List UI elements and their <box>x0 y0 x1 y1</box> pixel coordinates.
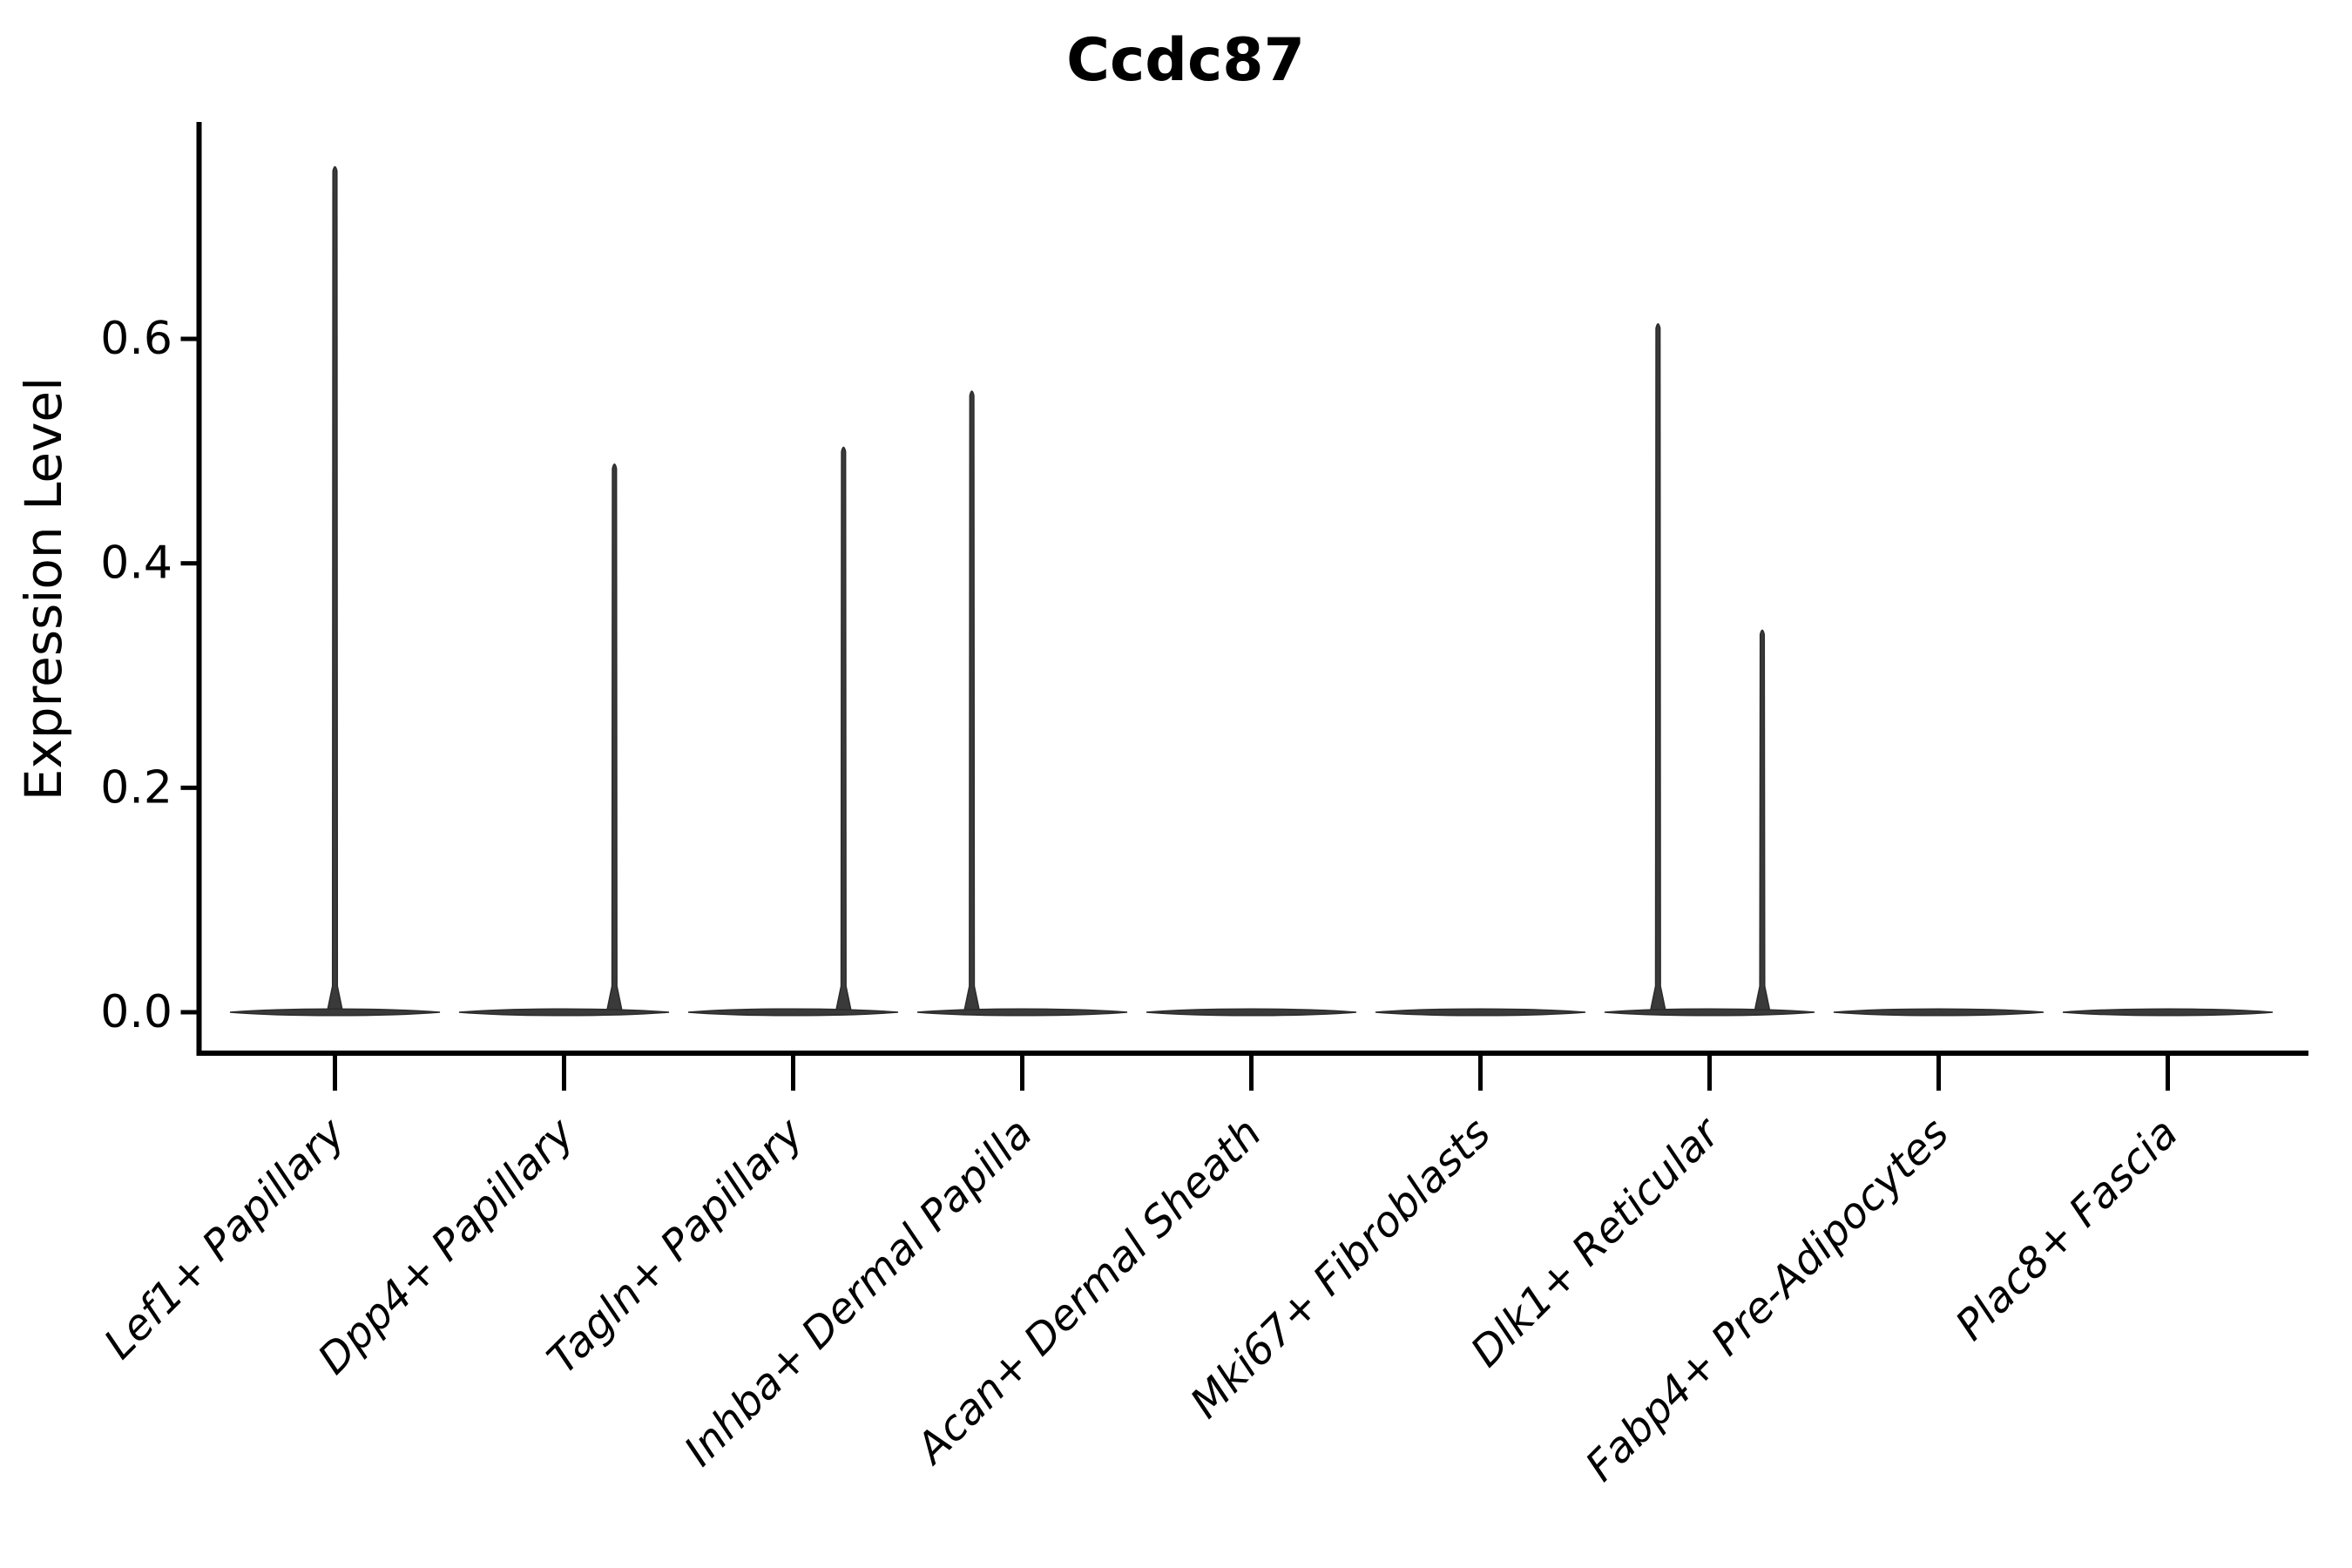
x-tick-mark-2 <box>791 1056 795 1091</box>
y-tick-label-3: 0.6 <box>100 313 172 365</box>
y-tick-mark-1 <box>180 785 197 790</box>
y-tick-mark-2 <box>180 561 197 566</box>
x-tick-mark-3 <box>1020 1056 1024 1091</box>
violin-7 <box>1604 322 1815 1017</box>
violin-3-spike-1 <box>835 446 853 1013</box>
x-axis-spine <box>196 1051 2308 1056</box>
y-tick-mark-0 <box>180 1010 197 1015</box>
y-tick-label-0: 0.0 <box>100 986 172 1038</box>
violin-1 <box>229 166 441 1017</box>
violin-4 <box>916 390 1128 1017</box>
axes-layer <box>196 122 2308 1056</box>
x-tick-label-1: Dpp4+ Papillary <box>308 1108 584 1383</box>
violin-6-body <box>1375 1008 1586 1017</box>
x-tick-label-2: Tagln+ Papillary <box>538 1108 814 1383</box>
violin-4-body <box>916 1008 1128 1017</box>
violin-3-body <box>687 1008 899 1017</box>
y-axis-label: Expression Level <box>14 377 73 801</box>
violin-9 <box>2062 1008 2274 1017</box>
violin-6 <box>1375 1008 1586 1017</box>
x-tick-label-6: Dlk1+ Reticular <box>1462 1107 1732 1377</box>
y-axis-spine <box>196 122 202 1056</box>
x-tick-label-8: Plac8+ Fascia <box>1946 1109 2187 1350</box>
x-tick-mark-6 <box>1707 1056 1712 1091</box>
x-tick-label-7: Fabp4+ Pre-Adipocytes <box>1576 1109 1958 1491</box>
violin-7-body <box>1604 1008 1815 1017</box>
violin-8-body <box>1833 1008 2044 1017</box>
violin-4-spike-1 <box>963 390 981 1013</box>
violin-5-body <box>1146 1008 1357 1017</box>
violin-2-body <box>458 1008 670 1017</box>
violin-5 <box>1146 1008 1357 1017</box>
violin-7-spike-1 <box>1649 322 1667 1013</box>
x-tick-mark-8 <box>2166 1056 2170 1091</box>
violin-2 <box>458 463 670 1017</box>
y-axis-ticks: 0.0 0.2 0.4 0.6 <box>100 313 197 1038</box>
violin-2-spike-1 <box>605 463 624 1013</box>
violin-9-body <box>2062 1008 2274 1017</box>
x-tick-mark-0 <box>333 1056 337 1091</box>
x-tick-label-0: Lef1+ Papillary <box>95 1108 355 1369</box>
violin-3 <box>687 446 899 1017</box>
y-tick-label-1: 0.2 <box>100 761 172 814</box>
violin-7-spike-2 <box>1754 629 1771 1013</box>
x-tick-mark-5 <box>1478 1056 1483 1091</box>
violins-layer <box>229 166 2274 1017</box>
x-tick-mark-4 <box>1249 1056 1254 1091</box>
violin-8 <box>1833 1008 2044 1017</box>
y-tick-mark-3 <box>180 336 197 341</box>
x-tick-mark-7 <box>1936 1056 1941 1091</box>
chart-title: Ccdc87 <box>1066 26 1305 95</box>
y-tick-label-2: 0.4 <box>100 537 172 590</box>
violin-1-spike-1 <box>326 166 344 1013</box>
x-tick-mark-1 <box>562 1056 566 1091</box>
violin-1-body <box>229 1008 441 1017</box>
